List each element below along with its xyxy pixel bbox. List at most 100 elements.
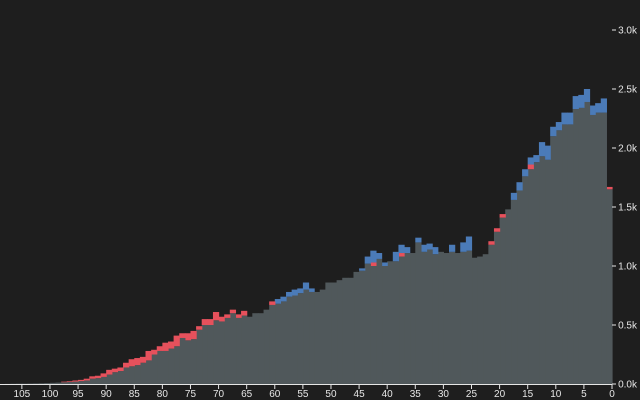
bar-base bbox=[128, 366, 135, 384]
bar-excess-red bbox=[173, 335, 180, 347]
x-tick-label: 95 bbox=[73, 389, 85, 400]
bar-base bbox=[465, 250, 473, 384]
bar-excess-red bbox=[167, 341, 175, 349]
bar-base bbox=[241, 315, 248, 384]
bar-excess-blue bbox=[308, 288, 315, 292]
bar-base bbox=[527, 169, 534, 384]
x-tick-label: 10 bbox=[550, 389, 562, 400]
bar-base bbox=[173, 346, 180, 384]
bar-excess-red bbox=[151, 349, 158, 355]
bar-base bbox=[314, 291, 321, 384]
bar-base bbox=[330, 282, 338, 384]
bar-base bbox=[190, 339, 197, 384]
bar-excess-red bbox=[241, 310, 248, 316]
bar-base bbox=[274, 303, 281, 384]
bar-excess-blue bbox=[516, 182, 523, 191]
bar-excess-red bbox=[139, 356, 147, 363]
bar-excess-blue bbox=[583, 89, 591, 102]
bar-base bbox=[404, 253, 411, 384]
bar-base bbox=[550, 136, 557, 384]
bar-base bbox=[538, 156, 546, 384]
x-tick-label: 65 bbox=[241, 389, 253, 400]
bar-excess-red bbox=[123, 362, 130, 368]
bar-excess-red bbox=[190, 330, 197, 340]
bar-excess-red bbox=[499, 214, 506, 218]
x-axis-ticks: 105 100 95 90 85 80 75 70 65 60 55 50 45 40 35 30 25 20 15… bbox=[0, 384, 615, 400]
bar-excess-blue bbox=[522, 169, 529, 177]
bar-base bbox=[460, 251, 467, 384]
bar-excess-red bbox=[179, 333, 186, 338]
bar-base bbox=[302, 289, 310, 384]
bar-base bbox=[44, 383, 51, 384]
bar-excess-blue bbox=[533, 155, 540, 163]
bar-excess-blue bbox=[550, 126, 557, 137]
bar-base bbox=[162, 350, 169, 384]
bar-excess-red bbox=[94, 375, 102, 379]
bar-base bbox=[342, 277, 349, 384]
bar-base bbox=[61, 382, 68, 384]
bar-excess-red bbox=[66, 381, 74, 382]
bar-excess-blue bbox=[398, 244, 405, 254]
x-tick-label: 105 bbox=[14, 389, 31, 400]
bar-excess-blue bbox=[291, 289, 298, 296]
bar-base bbox=[567, 124, 574, 385]
x-tick-label: 50 bbox=[325, 389, 337, 400]
bar-base bbox=[235, 317, 242, 384]
bar-base bbox=[257, 313, 265, 384]
y-tick-label: 2.5k bbox=[618, 85, 638, 96]
bar-excess-blue bbox=[404, 247, 411, 254]
x-tick-label: 100 bbox=[42, 389, 59, 400]
bar-base bbox=[89, 378, 96, 384]
bar-base bbox=[111, 372, 119, 384]
y-tick-label: 1.5k bbox=[618, 203, 638, 214]
bar-base bbox=[212, 320, 220, 384]
bar-excess-blue bbox=[544, 145, 551, 160]
bar-excess-red bbox=[83, 378, 90, 381]
bar-base bbox=[252, 313, 259, 384]
bar-excess-red bbox=[224, 314, 231, 318]
bar-excess-blue bbox=[538, 142, 546, 157]
bar-excess-red bbox=[488, 241, 495, 245]
bar-base bbox=[94, 378, 102, 384]
x-tick-label: 15 bbox=[522, 389, 534, 400]
bar-excess-blue bbox=[370, 250, 377, 263]
bar-excess-red bbox=[269, 301, 276, 305]
x-tick-label: 70 bbox=[213, 389, 225, 400]
y-tick-label: 3.0k bbox=[618, 26, 638, 37]
bar-base bbox=[499, 217, 506, 384]
bar-excess-red bbox=[89, 376, 96, 379]
bar-excess-blue bbox=[555, 122, 563, 131]
bar-excess-red bbox=[128, 359, 135, 367]
x-tick-label: 35 bbox=[410, 389, 422, 400]
bar-excess-blue bbox=[572, 96, 579, 110]
bar-excess-blue bbox=[426, 243, 433, 250]
y-tick-label: 0.5k bbox=[618, 321, 638, 332]
bar-base bbox=[117, 371, 124, 384]
bar-excess-blue bbox=[302, 282, 310, 290]
bar-excess-blue bbox=[510, 192, 518, 200]
bar-base bbox=[578, 107, 585, 384]
bar-excess-red bbox=[72, 380, 79, 382]
bar-base bbox=[398, 256, 405, 384]
bar-excess-red bbox=[218, 316, 225, 322]
bar-base bbox=[263, 309, 270, 384]
bar-excess-blue bbox=[567, 112, 574, 125]
x-tick-label: 0 bbox=[609, 389, 615, 400]
bar-excess-blue bbox=[589, 105, 596, 115]
bar-base bbox=[55, 382, 62, 384]
y-tick-label: 2.0k bbox=[618, 144, 638, 155]
x-tick-label: 20 bbox=[494, 389, 506, 400]
bar-base bbox=[196, 329, 203, 384]
bar-base bbox=[370, 266, 377, 384]
bar-base bbox=[325, 282, 332, 384]
bar-base bbox=[432, 254, 439, 384]
x-tick-label: 55 bbox=[297, 389, 309, 400]
bar-base bbox=[443, 253, 450, 384]
bar-base bbox=[269, 304, 276, 384]
bar-base bbox=[522, 176, 529, 384]
bar-base bbox=[572, 109, 579, 384]
bar-excess-blue bbox=[465, 236, 473, 251]
bar-base bbox=[38, 383, 45, 384]
